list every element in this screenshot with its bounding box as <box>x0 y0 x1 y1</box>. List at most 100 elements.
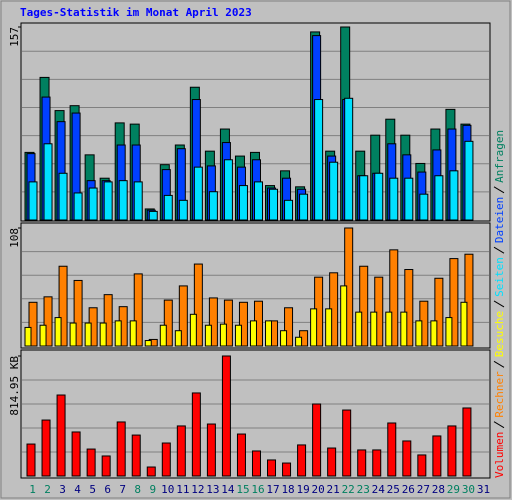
bar <box>357 449 367 477</box>
bar <box>329 161 339 221</box>
bar <box>118 180 128 221</box>
bar <box>206 423 216 477</box>
bar <box>178 199 188 221</box>
legend-label: Dateien <box>493 197 506 243</box>
bar <box>131 434 141 477</box>
bar <box>267 459 277 477</box>
bar <box>400 311 408 347</box>
x-tick-label: 7 <box>119 483 126 496</box>
x-tick-label: 31 <box>477 483 490 496</box>
bar <box>88 187 98 221</box>
bar <box>73 279 83 347</box>
bar <box>219 323 227 347</box>
legend-label: Volumen <box>493 432 506 478</box>
x-tick-label: 14 <box>221 483 235 496</box>
bar <box>342 409 352 477</box>
bar <box>295 336 303 347</box>
x-tick-label: 24 <box>372 483 386 496</box>
bar <box>86 448 96 477</box>
bar <box>191 392 201 477</box>
x-tick-label: 9 <box>149 483 156 496</box>
bar <box>238 185 248 221</box>
bar <box>71 431 81 477</box>
bar <box>374 172 384 221</box>
bar <box>236 433 246 477</box>
bar <box>310 308 318 347</box>
bar <box>402 440 412 477</box>
bar <box>253 181 263 221</box>
bar <box>387 422 397 477</box>
x-tick-label: 28 <box>432 483 445 496</box>
bar <box>284 307 294 347</box>
bar <box>325 308 333 347</box>
bar <box>385 311 393 347</box>
x-tick-label: 18 <box>281 483 294 496</box>
bar <box>159 324 167 347</box>
x-tick-label: 6 <box>104 483 111 496</box>
bar <box>204 324 212 347</box>
bar <box>340 285 348 347</box>
legend-separator <box>493 360 505 368</box>
bar <box>116 421 126 477</box>
bar <box>280 330 288 347</box>
bar <box>447 425 457 477</box>
bar <box>223 299 233 347</box>
x-tick-label: 23 <box>357 483 370 496</box>
x-tick-label: 2 <box>44 483 51 496</box>
legend-separator <box>493 421 505 429</box>
x-tick-label: 30 <box>462 483 475 496</box>
bar <box>404 177 414 221</box>
bar <box>234 324 242 347</box>
legend-label: Anfragen <box>493 130 506 183</box>
x-tick-label: 29 <box>447 483 460 496</box>
legend-label: Seiten <box>493 257 506 297</box>
bar <box>174 330 182 347</box>
bar <box>464 140 474 221</box>
bar <box>238 301 248 347</box>
bar <box>299 193 309 221</box>
bar <box>26 443 36 477</box>
bar <box>84 322 92 347</box>
bar <box>176 425 186 477</box>
x-tick-label: 25 <box>387 483 400 496</box>
bar <box>314 99 324 221</box>
bar <box>417 454 427 477</box>
bar <box>223 159 233 221</box>
x-tick-label: 26 <box>402 483 415 496</box>
bar <box>146 466 156 477</box>
bar <box>449 258 459 347</box>
bar <box>297 444 307 477</box>
bar <box>265 320 273 347</box>
x-tick-label: 11 <box>176 483 189 496</box>
bar <box>208 191 218 221</box>
bar <box>101 455 111 477</box>
bar <box>148 210 158 221</box>
bar <box>434 175 444 221</box>
bar <box>103 181 113 221</box>
x-tick-label: 20 <box>312 483 325 496</box>
x-tick-label: 16 <box>251 483 264 496</box>
x-tick-label: 13 <box>206 483 219 496</box>
bar <box>374 276 384 347</box>
bar <box>161 442 171 477</box>
x-tick-label: 12 <box>191 483 204 496</box>
x-tick-label: 21 <box>327 483 340 496</box>
legend-separator <box>493 246 505 254</box>
bar <box>419 193 429 221</box>
bar <box>460 301 468 347</box>
legend-label: Rechner <box>493 371 506 418</box>
x-tick-label: 10 <box>161 483 174 496</box>
bar <box>129 320 137 347</box>
x-tick-label: 1 <box>29 483 36 496</box>
bar <box>163 299 173 347</box>
bar <box>69 322 77 347</box>
bar <box>43 296 53 347</box>
bar <box>445 317 453 347</box>
bar <box>99 322 107 347</box>
bar <box>404 269 414 347</box>
bar <box>163 194 173 221</box>
y-tick-label: 157 <box>8 27 21 47</box>
bar <box>114 320 122 347</box>
bar <box>58 172 68 221</box>
